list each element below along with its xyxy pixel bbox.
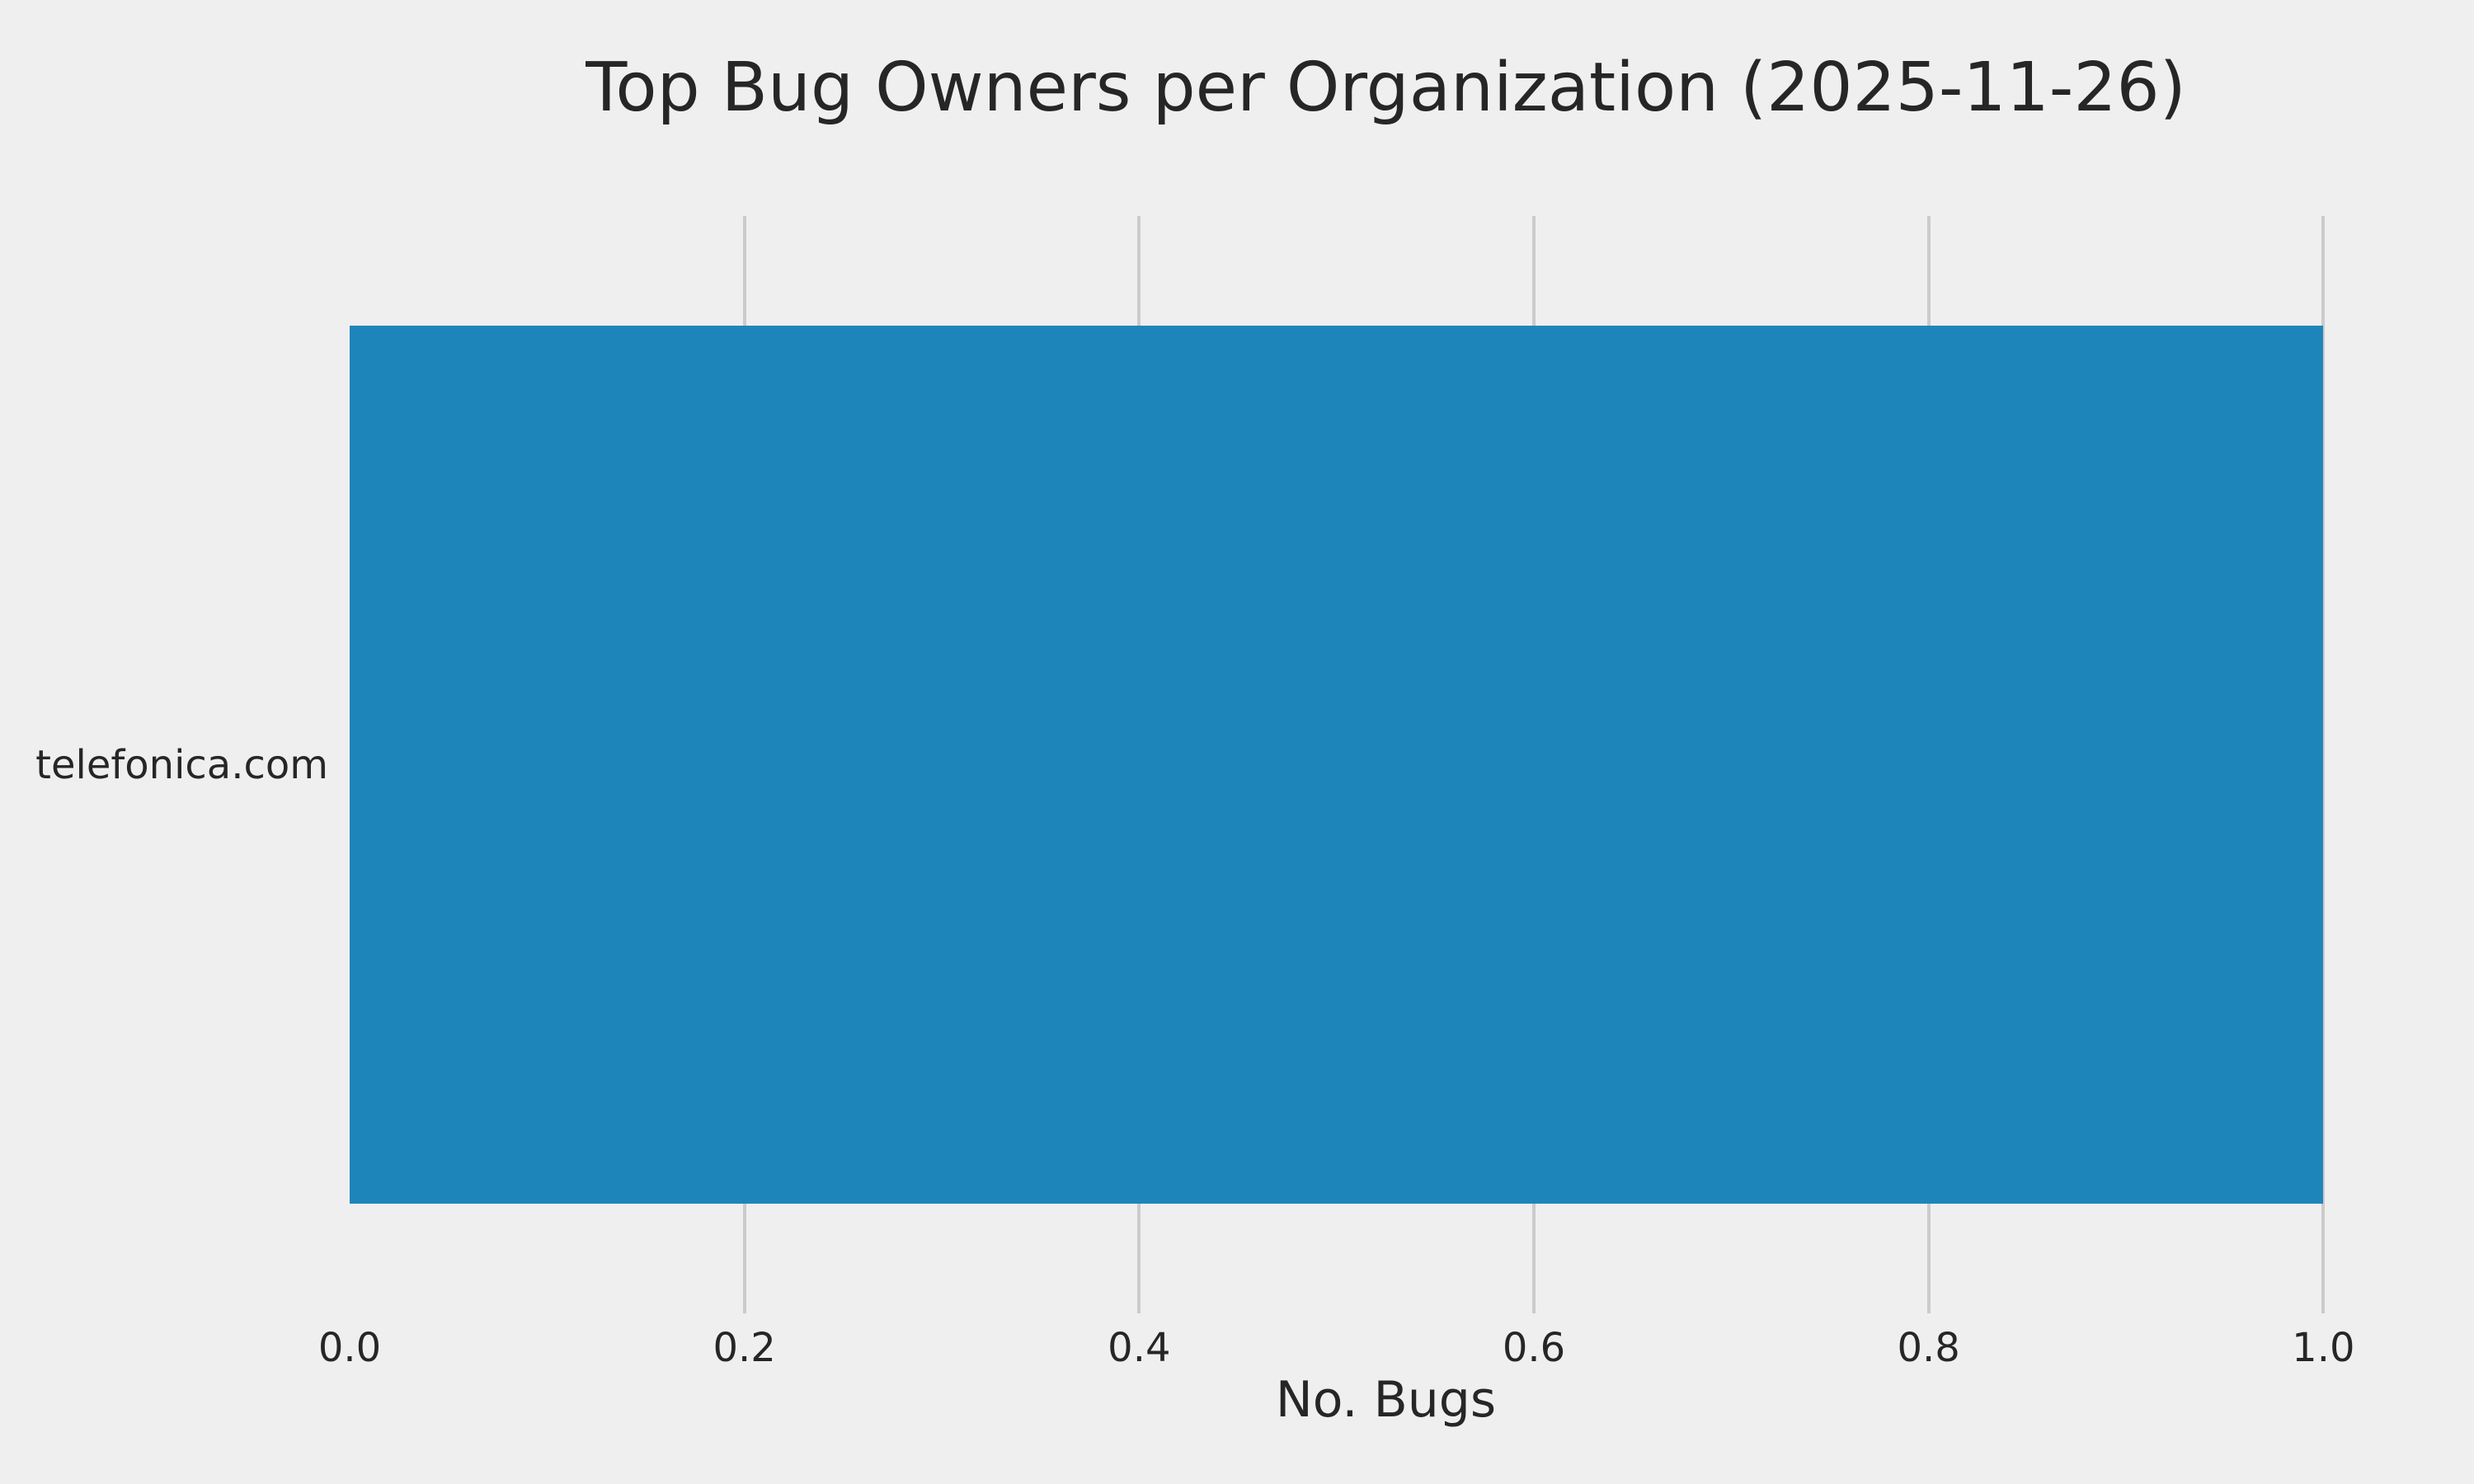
x-tick-label: 0.2 bbox=[713, 1325, 776, 1371]
x-axis-label: No. Bugs bbox=[1275, 1371, 1497, 1429]
x-tick-label: 0.6 bbox=[1502, 1325, 1566, 1371]
y-tick-label: telefonica.com bbox=[35, 741, 328, 788]
x-tick-label: 0.8 bbox=[1897, 1325, 1960, 1371]
chart-title: Top Bug Owners per Organization (2025-11… bbox=[586, 49, 2186, 127]
x-tick-label: 0.4 bbox=[1108, 1325, 1171, 1371]
x-tick-label: 0.0 bbox=[317, 1325, 382, 1371]
gridline bbox=[2321, 216, 2326, 1313]
plot-area: 0.0 0.2 0.4 0.6 0.8 1.0 telefonica.com bbox=[35, 216, 2422, 1368]
x-tick-label: 1.0 bbox=[2292, 1325, 2355, 1371]
bar bbox=[350, 326, 2324, 1204]
